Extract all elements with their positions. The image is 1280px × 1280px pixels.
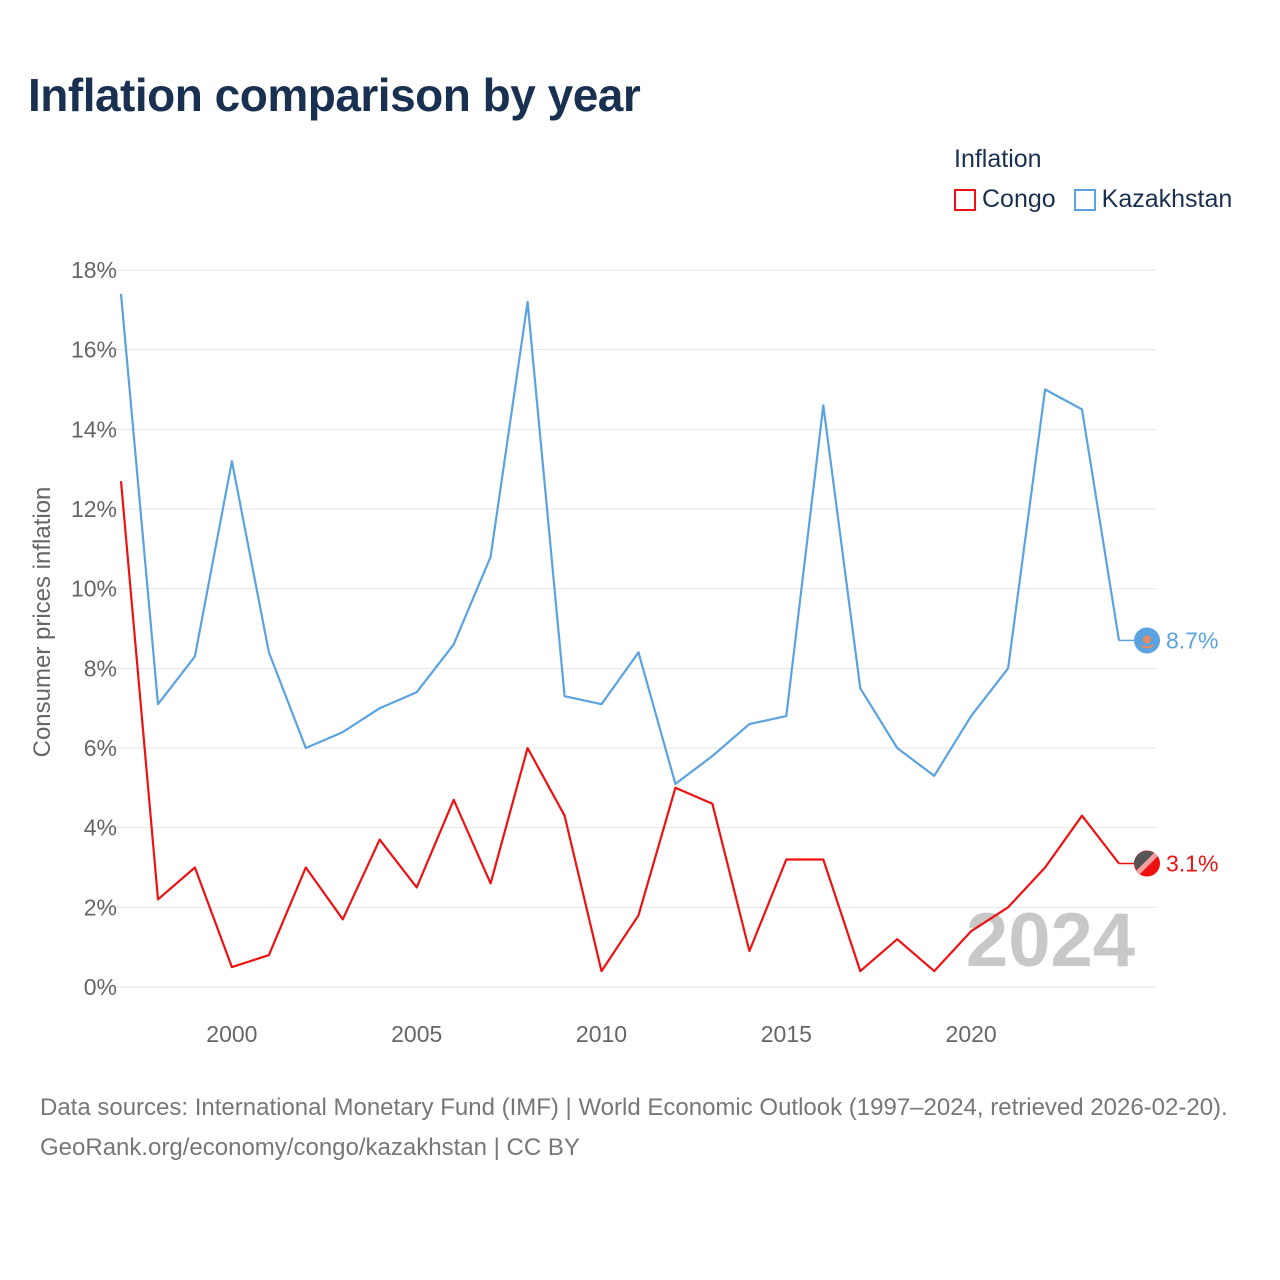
legend-label-congo: Congo (982, 185, 1056, 213)
x-tick-label: 2015 (761, 1021, 812, 1047)
year-watermark: 2024 (966, 898, 1135, 983)
legend-swatch-congo (954, 188, 976, 211)
x-tick-label: 2000 (206, 1021, 257, 1047)
series-line-kazakhstan[interactable] (119, 293, 1121, 786)
flag-eagle-icon (1140, 644, 1154, 649)
y-tick-label: 16% (71, 337, 117, 363)
x-axis-ticks: 2000 2005 2010 2015 2020 (206, 1021, 996, 1047)
y-tick-label: 6% (84, 735, 117, 761)
flag-sun-icon (1143, 635, 1151, 644)
y-tick-label: 10% (71, 576, 117, 602)
legend: Congo Kazakhstan (954, 185, 1250, 214)
legend-item-kazakhstan[interactable]: Kazakhstan (1073, 185, 1233, 214)
series-end-markers: 3.1% 8.7% (1119, 627, 1218, 877)
x-tick-label: 2010 (576, 1021, 627, 1047)
gridlines (97, 269, 1156, 988)
end-label-kazakhstan: 8.7% (1166, 627, 1218, 653)
legend-swatch-kazakhstan (1073, 188, 1096, 211)
flag-stripe-icon (1134, 850, 1156, 873)
chart-title: Inflation comparison by year (28, 69, 641, 121)
x-tick-label: 2005 (391, 1021, 442, 1047)
y-axis-label: Consumer prices inflation (29, 487, 56, 758)
legend-label-kazakhstan: Kazakhstan (1101, 185, 1233, 213)
y-tick-label: 0% (84, 974, 117, 1000)
footer-sources: Data sources: International Monetary Fun… (40, 1094, 1228, 1121)
y-tick-label: 2% (84, 894, 117, 920)
footer: Data sources: International Monetary Fun… (40, 1088, 1250, 1168)
y-axis-ticks: 0% 2% 4% 6% 8% 10% 12% 14% 16% 18% (71, 257, 117, 1000)
y-tick-label: 8% (84, 655, 117, 681)
y-tick-label: 4% (84, 815, 117, 841)
flag-band-icon (1136, 852, 1158, 875)
legend-item-congo[interactable]: Congo (954, 185, 1056, 214)
footer-credit: GeoRank.org/economy/congo/kazakhstan | C… (40, 1134, 580, 1161)
end-label-congo: 3.1% (1166, 851, 1218, 877)
series-lines (119, 293, 1121, 973)
series-line-congo[interactable] (119, 481, 1120, 973)
y-tick-label: 12% (71, 496, 117, 522)
y-tick-label: 18% (71, 257, 117, 283)
x-tick-label: 2020 (946, 1021, 997, 1047)
y-tick-label: 14% (71, 416, 117, 442)
legend-title: Inflation (954, 145, 1042, 173)
